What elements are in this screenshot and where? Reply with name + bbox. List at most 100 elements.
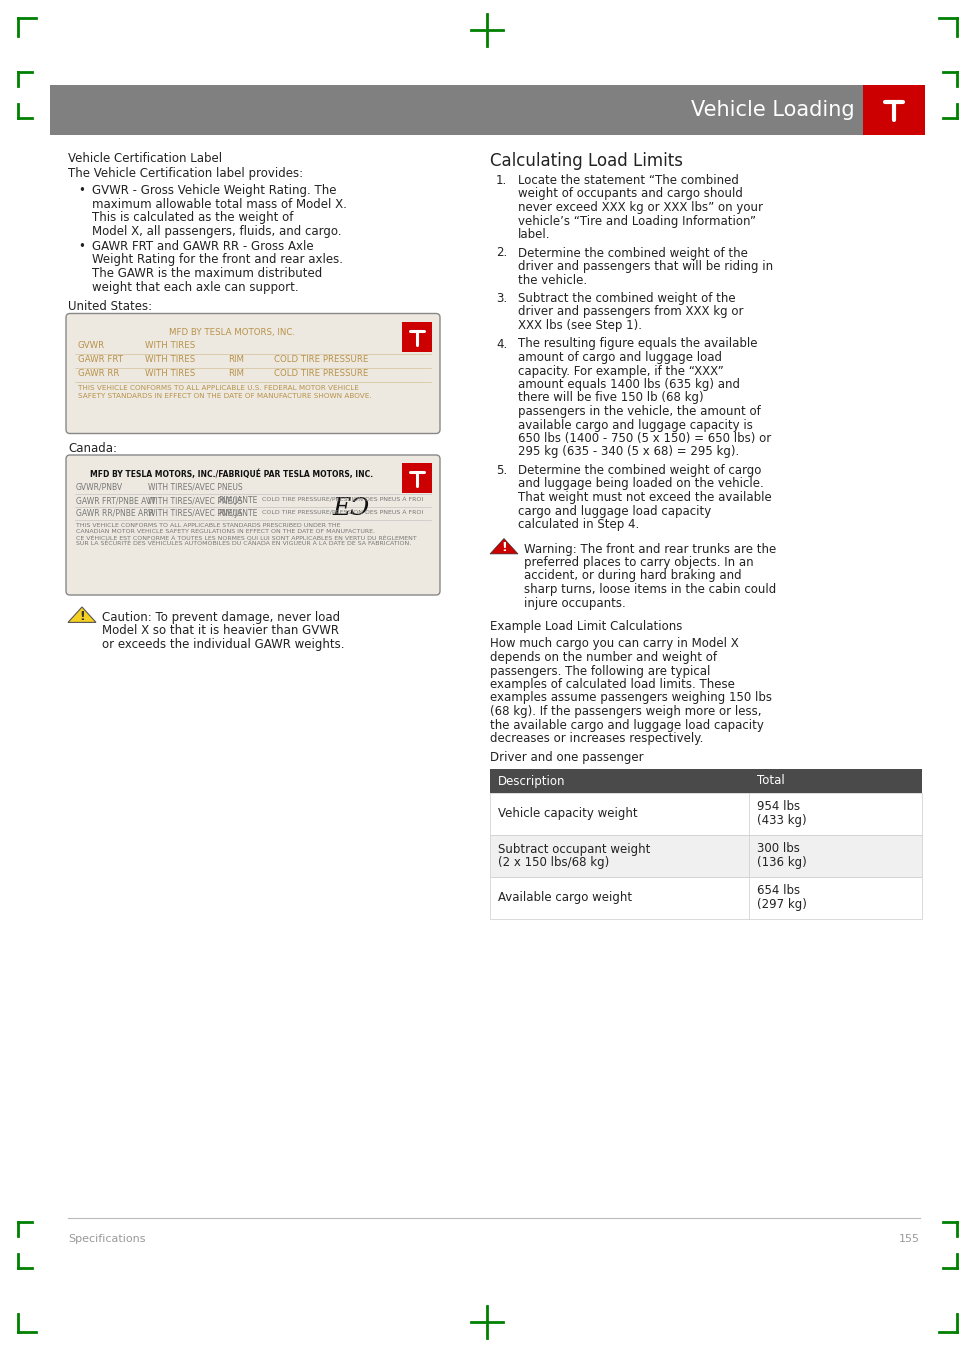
Text: depends on the number and weight of: depends on the number and weight of [490, 651, 717, 664]
Text: 295 kg (635 - 340 (5 x 68) = 295 kg).: 295 kg (635 - 340 (5 x 68) = 295 kg). [518, 446, 739, 459]
Bar [863, 85, 925, 135]
Text: Vehicle capacity weight: Vehicle capacity weight [498, 807, 638, 821]
Text: GAWR RR: GAWR RR [78, 370, 119, 378]
Text: Locate the statement “The combined: Locate the statement “The combined [518, 174, 739, 188]
Text: GAWR FRT and GAWR RR - Gross Axle: GAWR FRT and GAWR RR - Gross Axle [92, 240, 314, 252]
Text: 5.: 5. [496, 464, 507, 477]
Text: Canada:: Canada: [68, 441, 117, 455]
Text: The Vehicle Certification label provides:: The Vehicle Certification label provides… [68, 167, 303, 181]
Text: WITH TIRES: WITH TIRES [145, 342, 195, 351]
Text: COLD TIRE PRESSURE/PRESSION DES PNEUS À FROI: COLD TIRE PRESSURE/PRESSION DES PNEUS À … [262, 495, 423, 501]
Text: Specifications: Specifications [68, 1234, 145, 1243]
Text: (433 kg): (433 kg) [757, 814, 806, 828]
Text: WITH TIRES: WITH TIRES [145, 355, 195, 364]
Text: XXX lbs (see Step 1).: XXX lbs (see Step 1). [518, 319, 642, 332]
Text: Subtract the combined weight of the: Subtract the combined weight of the [518, 292, 735, 305]
Text: 650 lbs (1400 - 750 (5 x 150) = 650 lbs) or: 650 lbs (1400 - 750 (5 x 150) = 650 lbs)… [518, 432, 771, 446]
Text: Determine the combined weight of the: Determine the combined weight of the [518, 247, 748, 259]
Text: WITH TIRES/AVEC PNEUS: WITH TIRES/AVEC PNEUS [148, 509, 243, 518]
Text: and luggage being loaded on the vehicle.: and luggage being loaded on the vehicle. [518, 478, 763, 490]
Text: GVWR: GVWR [78, 342, 105, 351]
Text: preferred places to carry objects. In an: preferred places to carry objects. In an [524, 556, 754, 568]
Text: Subtract occupant weight: Subtract occupant weight [498, 842, 650, 856]
Text: available cargo and luggage capacity is: available cargo and luggage capacity is [518, 418, 753, 432]
Text: the available cargo and luggage load capacity: the available cargo and luggage load cap… [490, 718, 763, 732]
Text: Caution: To prevent damage, never load: Caution: To prevent damage, never load [102, 612, 340, 624]
Text: RIM: RIM [228, 355, 244, 364]
Text: GVWR/PNBV: GVWR/PNBV [76, 483, 123, 491]
Text: Warning: The front and rear trunks are the: Warning: The front and rear trunks are t… [524, 543, 776, 555]
Text: THIS VEHICLE CONFORMS TO ALL APPLICABLE STANDARDS PRESCRIBED UNDER THE
CANADIAN : THIS VEHICLE CONFORMS TO ALL APPLICABLE … [76, 522, 416, 547]
Text: 2.: 2. [496, 247, 507, 259]
Text: RIM: RIM [228, 370, 244, 378]
Text: 954 lbs: 954 lbs [757, 801, 800, 814]
Text: examples assume passengers weighing 150 lbs: examples assume passengers weighing 150 … [490, 691, 772, 705]
Text: weight that each axle can support.: weight that each axle can support. [92, 281, 298, 293]
Text: calculated in Step 4.: calculated in Step 4. [518, 518, 640, 531]
Text: COLD TIRE PRESSURE: COLD TIRE PRESSURE [274, 355, 369, 364]
Bar [402, 321, 432, 351]
Text: the vehicle.: the vehicle. [518, 274, 587, 286]
Text: Description: Description [498, 775, 566, 787]
Text: !: ! [79, 610, 85, 622]
Text: Weight Rating for the front and rear axles.: Weight Rating for the front and rear axl… [92, 254, 343, 266]
Bar [50, 85, 925, 135]
Text: decreases or increases respectively.: decreases or increases respectively. [490, 732, 703, 745]
Text: •: • [78, 184, 85, 197]
Text: How much cargo you can carry in Model X: How much cargo you can carry in Model X [490, 637, 739, 651]
Bar [490, 836, 922, 878]
Text: injure occupants.: injure occupants. [524, 597, 626, 609]
Text: The resulting figure equals the available: The resulting figure equals the availabl… [518, 338, 758, 351]
Text: COLD TIRE PRESSURE: COLD TIRE PRESSURE [274, 370, 369, 378]
Text: MFD BY TESLA MOTORS, INC.: MFD BY TESLA MOTORS, INC. [169, 328, 295, 336]
Text: GAWR FRT/PNBE AVT: GAWR FRT/PNBE AVT [76, 495, 156, 505]
Text: GAWR FRT: GAWR FRT [78, 355, 123, 364]
Text: GVWR - Gross Vehicle Weight Rating. The: GVWR - Gross Vehicle Weight Rating. The [92, 184, 336, 197]
Text: amount equals 1400 lbs (635 kg) and: amount equals 1400 lbs (635 kg) and [518, 378, 740, 392]
Text: examples of calculated load limits. These: examples of calculated load limits. Thes… [490, 678, 735, 691]
Text: 155: 155 [899, 1234, 920, 1243]
Text: United States:: United States: [68, 300, 152, 313]
Text: Example Load Limit Calculations: Example Load Limit Calculations [490, 620, 682, 633]
Text: there will be five 150 lb (68 kg): there will be five 150 lb (68 kg) [518, 392, 704, 405]
Text: maximum allowable total mass of Model X.: maximum allowable total mass of Model X. [92, 197, 347, 211]
Text: vehicle’s “Tire and Loading Information”: vehicle’s “Tire and Loading Information” [518, 215, 756, 228]
Text: or exceeds the individual GAWR weights.: or exceeds the individual GAWR weights. [102, 639, 344, 651]
Text: WITH TIRES: WITH TIRES [145, 370, 195, 378]
Text: COLD TIRE PRESSURE/PRESSION DES PNEUS À FROI: COLD TIRE PRESSURE/PRESSION DES PNEUS À … [262, 509, 423, 514]
Text: driver and passengers from XXX kg or: driver and passengers from XXX kg or [518, 305, 744, 319]
Text: weight of occupants and cargo should: weight of occupants and cargo should [518, 188, 743, 201]
Text: Vehicle Loading: Vehicle Loading [691, 100, 855, 120]
Polygon shape [68, 608, 96, 622]
Text: Vehicle Certification Label: Vehicle Certification Label [68, 153, 222, 165]
Text: 654 lbs: 654 lbs [757, 884, 800, 898]
Text: MFD BY TESLA MOTORS, INC./FABRIQUÉ PAR TESLA MOTORS, INC.: MFD BY TESLA MOTORS, INC./FABRIQUÉ PAR T… [91, 468, 373, 478]
Text: 3.: 3. [496, 292, 507, 305]
Text: Available cargo weight: Available cargo weight [498, 891, 632, 904]
Text: The GAWR is the maximum distributed: The GAWR is the maximum distributed [92, 267, 323, 279]
Bar [490, 792, 922, 836]
Text: Model X so that it is heavier than GVWR: Model X so that it is heavier than GVWR [102, 625, 339, 637]
Polygon shape [490, 539, 518, 553]
FancyBboxPatch shape [66, 313, 440, 433]
Text: RIM/JANTE: RIM/JANTE [218, 509, 257, 518]
Text: cargo and luggage load capacity: cargo and luggage load capacity [518, 505, 711, 517]
Text: Determine the combined weight of cargo: Determine the combined weight of cargo [518, 464, 761, 477]
FancyBboxPatch shape [66, 455, 440, 595]
Text: THIS VEHICLE CONFORMS TO ALL APPLICABLE U.S. FEDERAL MOTOR VEHICLE
SAFETY STANDA: THIS VEHICLE CONFORMS TO ALL APPLICABLE … [78, 386, 371, 398]
Text: (136 kg): (136 kg) [757, 856, 806, 869]
Text: That weight must not exceed the available: That weight must not exceed the availabl… [518, 491, 772, 504]
Text: WITH TIRES/AVEC PNEUS: WITH TIRES/AVEC PNEUS [148, 483, 243, 491]
Text: (297 kg): (297 kg) [757, 898, 807, 911]
Text: Total: Total [757, 775, 785, 787]
Text: amount of cargo and luggage load: amount of cargo and luggage load [518, 351, 722, 364]
Text: label.: label. [518, 228, 551, 242]
Text: Driver and one passenger: Driver and one passenger [490, 752, 644, 764]
Text: WITH TIRES/AVEC PNEUS: WITH TIRES/AVEC PNEUS [148, 495, 243, 505]
Text: Calculating Load Limits: Calculating Load Limits [490, 153, 683, 170]
Text: accident, or during hard braking and: accident, or during hard braking and [524, 570, 742, 582]
Text: passengers. The following are typical: passengers. The following are typical [490, 664, 711, 678]
Text: sharp turns, loose items in the cabin could: sharp turns, loose items in the cabin co… [524, 583, 776, 595]
Text: RIM/JANTE: RIM/JANTE [218, 495, 257, 505]
Bar [490, 769, 922, 792]
